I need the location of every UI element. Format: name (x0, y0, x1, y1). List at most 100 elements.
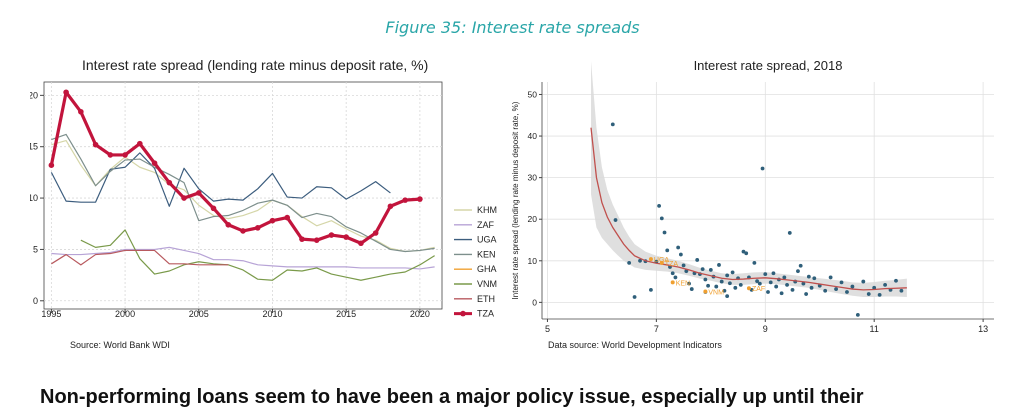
scatter-point (809, 285, 814, 290)
tza-data-point (151, 160, 158, 166)
scatter-point (899, 288, 904, 293)
scatter-point (649, 287, 653, 292)
tza-data-point (254, 225, 261, 231)
series-line-ken (51, 133, 435, 253)
scatter-point (613, 218, 618, 222)
tza-data-point (372, 230, 379, 236)
x-tick-label: 9 (763, 324, 768, 334)
tza-data-point (181, 195, 187, 201)
scatter-point (839, 280, 844, 285)
y-tick-label: 30 (528, 173, 538, 183)
scatter-point (894, 278, 898, 283)
x-tick-label: 1995 (41, 309, 61, 317)
scatter-point (782, 275, 787, 280)
scatter-point (755, 279, 760, 284)
x-tick-label: 5 (545, 324, 550, 334)
labeled-point-tza (659, 260, 664, 265)
tza-data-point (313, 237, 320, 243)
tza-data-point (210, 205, 217, 212)
scatter-point (662, 230, 667, 235)
series-line-zaf (51, 246, 435, 270)
scatter-point (657, 204, 661, 208)
labeled-point-zaf (746, 286, 751, 291)
scatter-point (738, 283, 743, 287)
labeled-point-vnm (703, 289, 708, 294)
x-tick-label: 2005 (189, 309, 209, 317)
legend-label-vnm: VNM (477, 279, 497, 289)
scatter-point (866, 292, 871, 296)
tza-data-point (387, 203, 394, 210)
point-label-uga: UGA (654, 257, 670, 264)
tza-data-point (328, 232, 335, 238)
legend-marker-tza (460, 310, 466, 317)
scatter-point (796, 269, 800, 274)
right-source-note: Data source: World Development Indicator… (548, 340, 722, 350)
scatter-point (834, 287, 838, 291)
tza-data-point (225, 221, 232, 228)
left-line-chart: Interest rate spread (lending rate minus… (30, 57, 443, 317)
scatter-point (684, 269, 689, 274)
scatter-point (632, 295, 637, 299)
point-label-tza: TZA (665, 261, 679, 268)
tza-data-point (92, 141, 99, 148)
series-line-vnm (80, 229, 435, 281)
left-source-note: Source: World Bank WDI (70, 340, 170, 350)
scatter-point (828, 275, 833, 280)
scatter-point (855, 312, 860, 317)
tza-data-point (240, 228, 246, 234)
scatter-point (741, 249, 746, 254)
scatter-point (850, 284, 855, 289)
point-label-ken: KEN (676, 280, 690, 287)
scatter-point (771, 271, 776, 276)
x-tick-label: 11 (870, 324, 879, 334)
y-tick-label: 10 (30, 193, 38, 203)
scatter-point (768, 280, 773, 285)
x-tick-label: 2015 (336, 309, 356, 317)
scatter-point (798, 263, 803, 268)
scatter-point (812, 276, 817, 281)
tza-data-point (63, 89, 69, 96)
scatter-point (659, 216, 664, 221)
tza-data-point (284, 214, 291, 221)
scatter-point (722, 288, 727, 293)
point-label-vnm: VNM (708, 290, 724, 297)
legend-label-tza: TZA (477, 309, 494, 319)
scatter-point (678, 252, 683, 257)
tza-data-point (137, 140, 143, 147)
tza-data-point (107, 152, 114, 158)
scatter-point (787, 231, 792, 235)
y-tick-label: 20 (30, 90, 38, 100)
x-tick-label: 2000 (115, 309, 135, 317)
scatter-point (790, 287, 795, 292)
x-tick-label: 13 (978, 324, 988, 334)
y-tick-label: 40 (528, 131, 538, 141)
scatter-point (681, 263, 686, 268)
y-axis-label: Interest rate spread (lending rate minus… (511, 101, 520, 299)
y-tick-label: 0 (33, 296, 38, 306)
y-tick-label: 20 (528, 214, 538, 224)
series-line-eth (51, 249, 229, 266)
series-line-uga (50, 152, 391, 207)
x-tick-label: 2020 (410, 309, 430, 317)
scatter-point (687, 281, 691, 286)
scatter-point (610, 122, 615, 127)
scatter-point (725, 273, 730, 278)
scatter-point (689, 287, 694, 291)
scatter-point (877, 292, 882, 297)
scatter-point (708, 268, 713, 272)
scatter-point (774, 284, 779, 289)
legend-label-zaf: ZAF (477, 220, 495, 230)
scatter-point (823, 288, 828, 293)
body-text: Non-performing loans seem to have been a… (40, 386, 864, 408)
y-tick-label: 10 (528, 256, 538, 266)
scatter-point (727, 281, 732, 286)
legend-label-eth: ETH (477, 294, 495, 304)
y-tick-label: 0 (532, 297, 537, 307)
scatter-point (801, 281, 806, 286)
scatter-point (719, 279, 724, 284)
point-label-zaf: ZAF (752, 286, 765, 293)
scatter-point (638, 258, 642, 263)
tza-data-point (269, 217, 276, 224)
y-tick-label: 5 (33, 244, 38, 254)
scatter-point (730, 270, 735, 275)
